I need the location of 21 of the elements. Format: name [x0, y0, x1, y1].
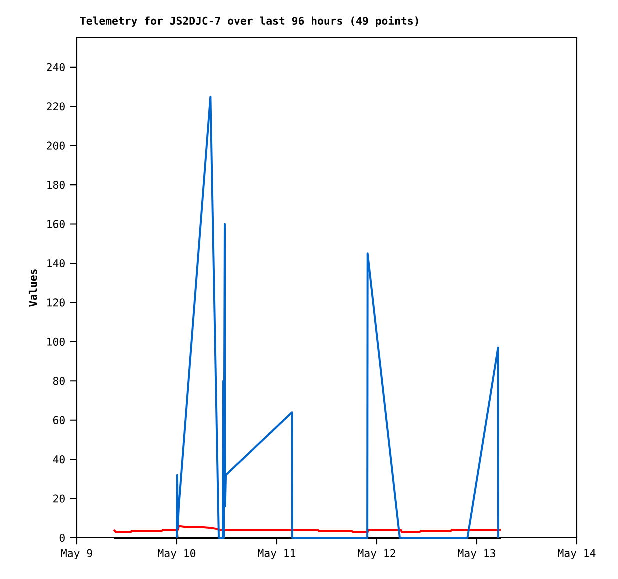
y-tick-label: 80: [53, 377, 65, 386]
y-axis-title: Values: [28, 270, 38, 307]
y-tick-label: 240: [47, 63, 65, 72]
y-tick-label: 60: [53, 416, 65, 424]
y-tick-label: 120: [48, 298, 65, 307]
x-tick-label: May 12: [358, 549, 396, 560]
y-tick-label: 140: [48, 259, 65, 268]
y-tick-label: 40: [53, 456, 65, 464]
x-tick-label: May 14: [558, 549, 596, 560]
x-tick-label: May 11: [258, 549, 296, 560]
chart-title: Telemetry for JS2DJC-7 over last 96 hours (49 points): [80, 16, 418, 28]
y-tick-label: 180: [48, 181, 65, 190]
y-tick-label: 100: [48, 338, 65, 346]
y-tick-label: 20: [54, 494, 65, 503]
y-tick-label: 200: [47, 142, 65, 150]
x-tick-label: May 13: [458, 549, 496, 560]
y-tick-label: 0: [60, 534, 65, 542]
y-tick-label: 220: [47, 102, 65, 111]
x-tick-label: May 10: [158, 549, 196, 560]
y-tick-label: 160: [48, 220, 65, 228]
x-tick-label: May 9: [61, 549, 92, 560]
